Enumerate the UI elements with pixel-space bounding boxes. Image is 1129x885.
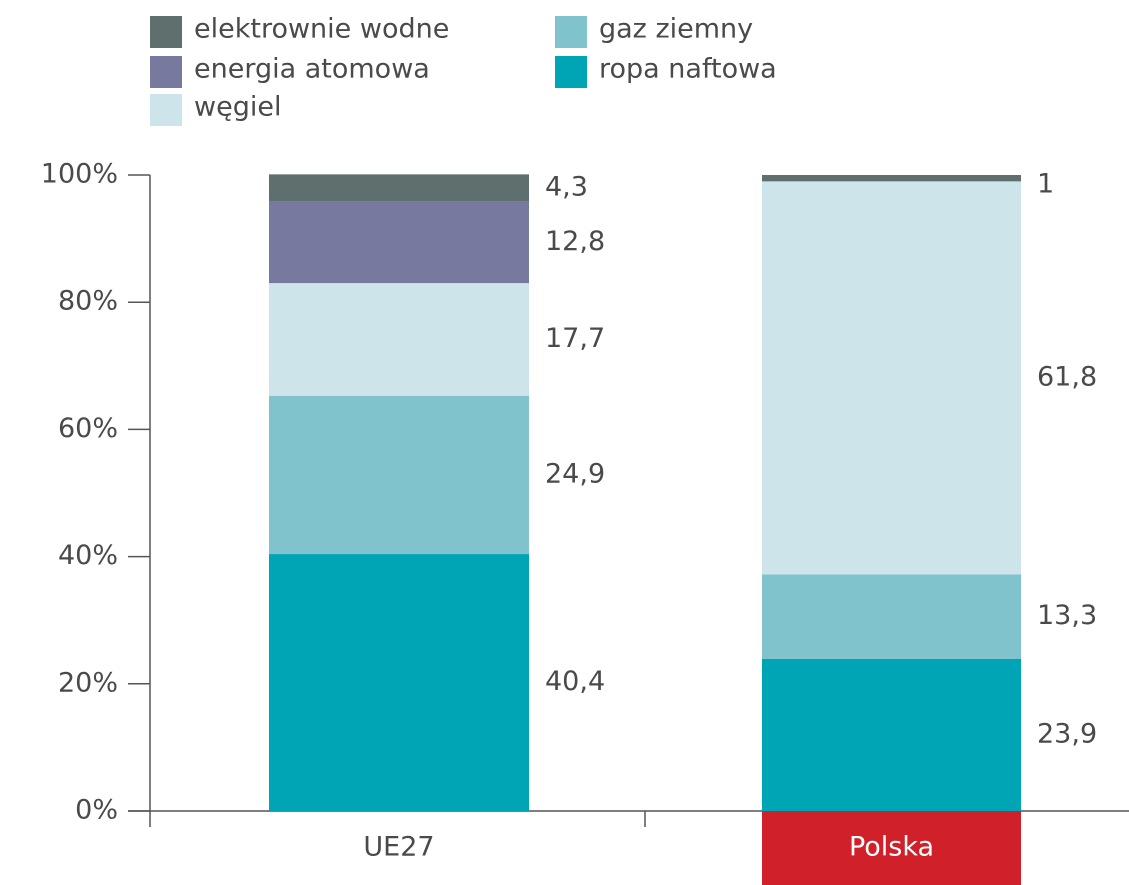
x-tick-label: UE27: [363, 832, 434, 863]
bar-segment: [269, 554, 529, 811]
value-label: 1: [1037, 169, 1054, 200]
value-label: 17,7: [545, 323, 605, 354]
legend-swatch: [150, 94, 182, 126]
bar-segment: [762, 574, 1021, 659]
y-tick-label: 20%: [58, 667, 118, 698]
legend-swatch: [150, 56, 182, 88]
value-label: 12,8: [545, 226, 605, 257]
bar-segment: [269, 174, 529, 202]
x-tick-label: Polska: [849, 832, 934, 863]
legend-swatch: [150, 16, 182, 48]
y-tick-label: 80%: [58, 286, 118, 317]
bar-segment: [269, 201, 529, 284]
legend-swatch: [555, 16, 587, 48]
bar-segment: [762, 181, 1021, 575]
legend-swatch: [555, 56, 587, 88]
legend-label: ropa naftowa: [599, 54, 777, 85]
bar-segment: [269, 395, 529, 555]
legend-label: gaz ziemny: [599, 14, 753, 45]
value-label: 23,9: [1037, 718, 1097, 749]
category-highlight: [762, 811, 1021, 885]
legend-label: energia atomowa: [194, 54, 430, 85]
y-tick-label: 100%: [41, 159, 118, 190]
bar-segment: [762, 175, 1021, 182]
value-label: 61,8: [1037, 361, 1097, 392]
value-label: 13,3: [1037, 600, 1097, 631]
value-label: 24,9: [545, 458, 605, 489]
value-label: 40,4: [545, 666, 605, 697]
y-tick-label: 60%: [58, 413, 118, 444]
y-tick-label: 0%: [75, 795, 118, 826]
bar-segment: [762, 658, 1021, 811]
legend-label: elektrownie wodne: [194, 14, 449, 45]
bar-segment: [269, 283, 529, 396]
value-label: 4,3: [545, 172, 588, 203]
y-tick-label: 40%: [58, 540, 118, 571]
legend-label: węgiel: [194, 92, 281, 123]
